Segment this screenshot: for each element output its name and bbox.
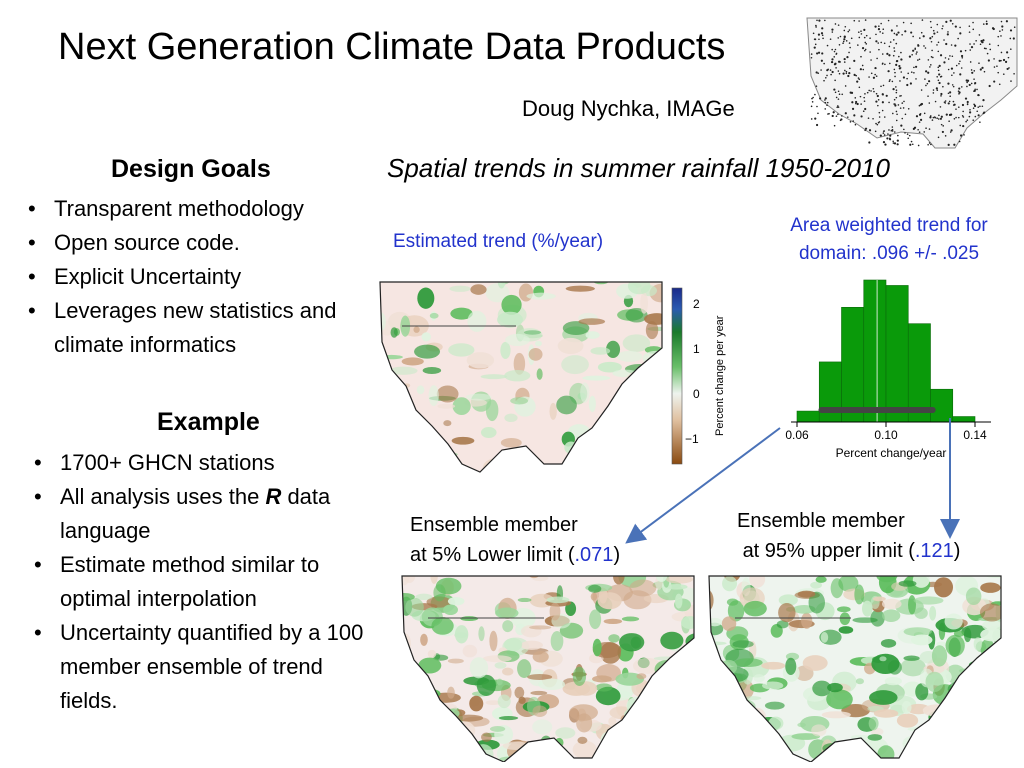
example-item: All analysis uses the R data language [26,480,366,548]
design-goal-item: Transparent methodology [20,192,365,226]
example-item: 1700+ GHCN stations [26,446,366,480]
example-item: Uncertainty quantified by a 100 member e… [26,616,366,718]
colorbar-tick: 1 [693,342,700,356]
r-language-name: R [265,484,282,509]
histogram-bar [841,307,865,423]
colorbar-tick: 2 [693,297,700,311]
stations-map-image [806,17,1018,149]
histogram-bar [952,416,976,423]
example-heading: Example [157,408,260,436]
lower-limit-value: .071 [574,544,614,566]
example-item: Estimate method similar to optimal inter… [26,548,366,616]
histogram-bar [863,279,887,423]
histogram-bar [885,285,909,423]
lower-member-map-image [401,575,695,762]
slide-title: Next Generation Climate Data Products [58,26,726,68]
histogram-tick-label: 0.14 [963,428,987,442]
histogram-tick-label: 0.10 [874,428,898,442]
histogram-tick-label: 0.06 [785,428,809,442]
trend-histogram: 0.06 0.10 0.14 Percent change/year [785,279,991,460]
author-line: Doug Nychka, IMAGe [522,96,735,121]
area-weighted-trend-label: Area weighted trend for domain: .096 +/-… [790,215,988,264]
colorbar-tick: 0 [693,387,700,401]
histogram-bar [930,388,954,423]
spatial-trends-heading: Spatial trends in summer rainfall 1950-2… [387,153,890,183]
design-goal-item: Leverages new statistics and climate inf… [20,294,365,362]
colorbar-label: Percent change per year [714,315,726,436]
upper-member-map-image [708,575,1002,762]
trend-map-image [379,281,663,473]
design-goals-heading: Design Goals [111,155,271,183]
design-goal-item: Open source code. [20,226,365,260]
colorbar: 2 1 0 −1 Percent change per year [671,287,726,465]
example-list: 1700+ GHCN stations All analysis uses th… [26,446,366,718]
histogram-bar [796,410,820,423]
upper-member-label: Ensemble member at 95% upper limit (.121… [737,510,961,562]
colorbar-gradient [671,287,683,465]
lower-member-label: Ensemble member at 5% Lower limit (.071) [410,514,621,566]
colorbar-tick: −1 [685,432,699,446]
design-goal-item: Explicit Uncertainty [20,260,365,294]
design-goals-list: Transparent methodology Open source code… [20,192,365,362]
upper-limit-value: .121 [914,540,954,562]
estimated-trend-label: Estimated trend (%/year) [393,231,604,252]
histogram-x-label: Percent change/year [836,446,947,460]
